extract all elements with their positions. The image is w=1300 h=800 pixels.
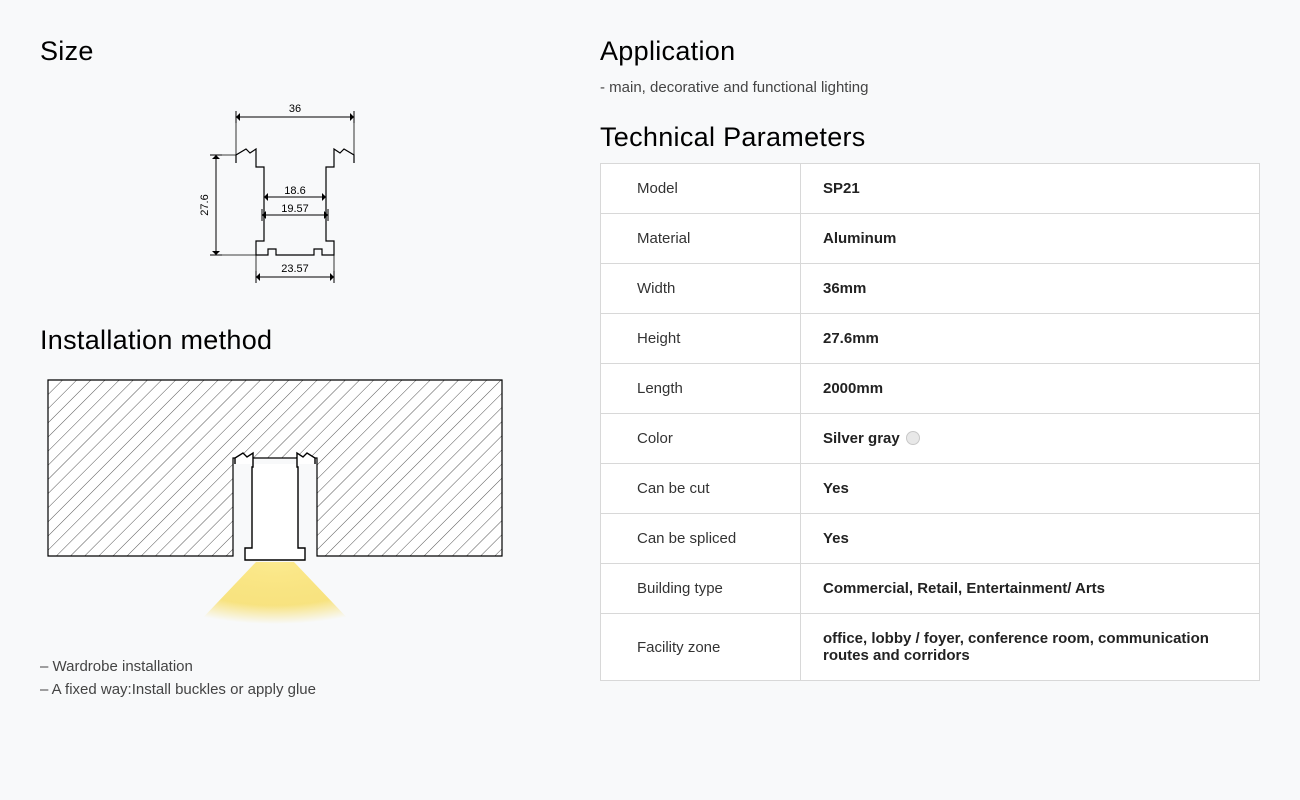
spec-value: Aluminum — [801, 214, 1260, 264]
svg-text:23.57: 23.57 — [281, 263, 309, 275]
svg-text:36: 36 — [289, 103, 301, 115]
spec-key: Model — [601, 164, 801, 214]
install-note: – Wardrobe installation — [40, 658, 540, 675]
spec-value: 27.6mm — [801, 314, 1260, 364]
spec-key: Can be spliced — [601, 514, 801, 564]
table-row: Facility zoneoffice, lobby / foyer, conf… — [601, 614, 1260, 681]
spec-key: Color — [601, 414, 801, 464]
install-note: – A fixed way:Install buckles or apply g… — [40, 681, 540, 698]
table-row: Building typeCommercial, Retail, Enterta… — [601, 564, 1260, 614]
spec-key: Facility zone — [601, 614, 801, 681]
tech-params-heading: Technical Parameters — [600, 122, 1260, 153]
tech-params-table: ModelSP21MaterialAluminumWidth36mmHeight… — [600, 163, 1260, 681]
color-swatch — [906, 431, 920, 445]
spec-value: SP21 — [801, 164, 1260, 214]
spec-value: Yes — [801, 464, 1260, 514]
table-row: Can be cutYes — [601, 464, 1260, 514]
svg-text:19.57: 19.57 — [281, 203, 309, 215]
spec-key: Can be cut — [601, 464, 801, 514]
spec-key: Height — [601, 314, 801, 364]
application-heading: Application — [600, 36, 1260, 67]
table-row: Height27.6mm — [601, 314, 1260, 364]
table-row: ColorSilver gray — [601, 414, 1260, 464]
spec-value: office, lobby / foyer, conference room, … — [801, 614, 1260, 681]
size-diagram-container: 36 27.6 18.6 19.57 23.57 — [40, 85, 540, 295]
spec-key: Width — [601, 264, 801, 314]
spec-value: Silver gray — [801, 414, 1260, 464]
spec-value: 2000mm — [801, 364, 1260, 414]
size-heading: Size — [40, 36, 540, 67]
install-diagram-container — [40, 374, 540, 634]
spec-key: Material — [601, 214, 801, 264]
size-diagram: 36 27.6 18.6 19.57 23.57 — [180, 85, 400, 295]
spec-value: Yes — [801, 514, 1260, 564]
application-note: - main, decorative and functional lighti… — [600, 79, 1260, 96]
table-row: Length2000mm — [601, 364, 1260, 414]
install-diagram — [40, 374, 510, 634]
table-row: MaterialAluminum — [601, 214, 1260, 264]
install-heading: Installation method — [40, 325, 540, 356]
spec-key: Building type — [601, 564, 801, 614]
table-row: Width36mm — [601, 264, 1260, 314]
svg-text:27.6: 27.6 — [199, 194, 211, 215]
spec-value: Commercial, Retail, Entertainment/ Arts — [801, 564, 1260, 614]
svg-text:18.6: 18.6 — [284, 185, 305, 197]
spec-key: Length — [601, 364, 801, 414]
table-row: ModelSP21 — [601, 164, 1260, 214]
spec-value: 36mm — [801, 264, 1260, 314]
table-row: Can be splicedYes — [601, 514, 1260, 564]
